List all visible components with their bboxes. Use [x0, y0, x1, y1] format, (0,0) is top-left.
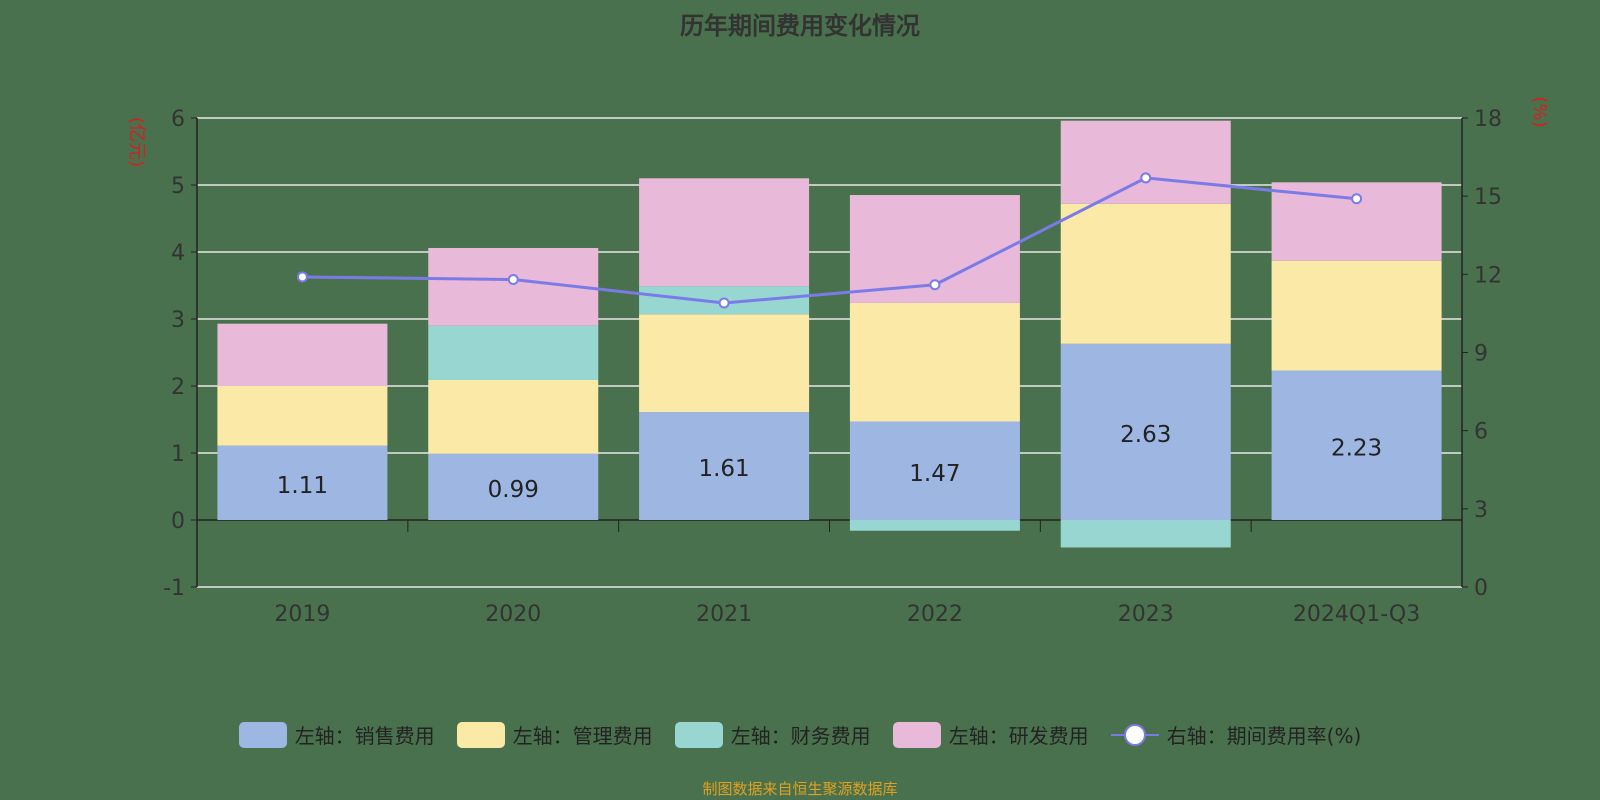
bar-segment [217, 323, 388, 386]
legend: 左轴：销售费用 左轴：管理费用 左轴：财务费用 左轴：研发费用 右轴：期间费用率(%) [0, 720, 1600, 749]
legend-label: 左轴：财务费用 [730, 724, 871, 748]
bar-segment [639, 412, 810, 520]
bar-segment [428, 453, 599, 520]
rate-point [296, 271, 308, 283]
legend-item[interactable]: 左轴：销售费用 [238, 720, 435, 749]
legend-item[interactable]: 右轴：期间费用率(%) [1110, 720, 1362, 749]
bar-segment [639, 314, 810, 413]
legend-label: 左轴：销售费用 [294, 724, 435, 748]
legend-swatch [674, 721, 723, 748]
bar-segment [217, 445, 388, 520]
x-tick-label: 2021 [696, 602, 752, 627]
bar-segment [217, 386, 388, 446]
x-tick-label: 2020 [485, 602, 541, 627]
rate-point [507, 274, 519, 286]
right-tick-label: 3 [1474, 498, 1488, 523]
rate-line [302, 176, 1357, 305]
bar-segment [1271, 370, 1442, 520]
bar-data-label: 0.99 [488, 477, 539, 503]
bar-data-label: 2.63 [1120, 422, 1171, 448]
bar-data-label: 1.61 [698, 456, 749, 482]
bar-data-label: 2.23 [1331, 435, 1382, 461]
rate-point [929, 279, 941, 291]
rate-point [718, 297, 730, 309]
bar-data-label: 1.47 [909, 461, 960, 487]
source-footer: 制图数据来自恒生聚源数据库 [702, 780, 898, 798]
left-axis-label: (亿元) [126, 117, 147, 167]
x-tick-label: 2023 [1118, 602, 1174, 627]
bar-segment [428, 325, 599, 380]
bar-segment [1060, 120, 1231, 204]
legend-label: 右轴：期间费用率(%) [1166, 724, 1362, 748]
legend-item[interactable]: 左轴：研发费用 [892, 720, 1089, 749]
bar-segment [1060, 520, 1231, 548]
bar-segment [1060, 343, 1231, 520]
legend-item[interactable]: 左轴：财务费用 [674, 720, 871, 749]
left-tick-label: 3 [171, 308, 185, 333]
rate-point [1140, 172, 1152, 184]
x-tick-label: 2024Q1-Q3 [1293, 602, 1420, 627]
right-tick-label: 9 [1474, 342, 1488, 367]
legend-label: 左轴：管理费用 [512, 724, 653, 748]
left-tick-label: 0 [171, 509, 185, 534]
left-tick-label: 2 [171, 375, 185, 400]
left-tick-label: 4 [171, 241, 185, 266]
right-axis-label: (%) [1529, 96, 1550, 127]
right-tick-label: 18 [1474, 107, 1502, 132]
left-tick-label: 5 [171, 174, 185, 199]
bar-segment [639, 178, 810, 287]
bar-segment [1271, 260, 1442, 371]
legend-swatch [892, 721, 941, 748]
legend-label: 左轴：研发费用 [948, 724, 1089, 748]
bar-segment [849, 421, 1020, 520]
left-tick-label: 6 [171, 107, 185, 132]
legend-item[interactable]: 左轴：管理费用 [456, 720, 653, 749]
x-tick-label: 2019 [274, 602, 330, 627]
legend-swatch [238, 721, 287, 748]
legend-swatch [1110, 722, 1159, 748]
bar-segment [849, 302, 1020, 422]
rate-point [1351, 193, 1363, 205]
bar-segment [428, 379, 599, 454]
right-tick-label: 12 [1474, 263, 1502, 288]
legend-swatch [456, 721, 505, 748]
left-tick-label: -1 [163, 576, 185, 601]
right-tick-label: 15 [1474, 185, 1502, 210]
left-tick-label: 1 [171, 442, 185, 467]
bar-data-label: 1.11 [277, 473, 328, 499]
chart-title: 历年期间费用变化情况 [680, 12, 920, 40]
bar-segment [849, 520, 1020, 531]
bar-segment [1060, 203, 1231, 344]
right-tick-label: 6 [1474, 420, 1488, 445]
right-tick-label: 0 [1474, 576, 1488, 601]
x-tick-label: 2022 [907, 602, 963, 627]
